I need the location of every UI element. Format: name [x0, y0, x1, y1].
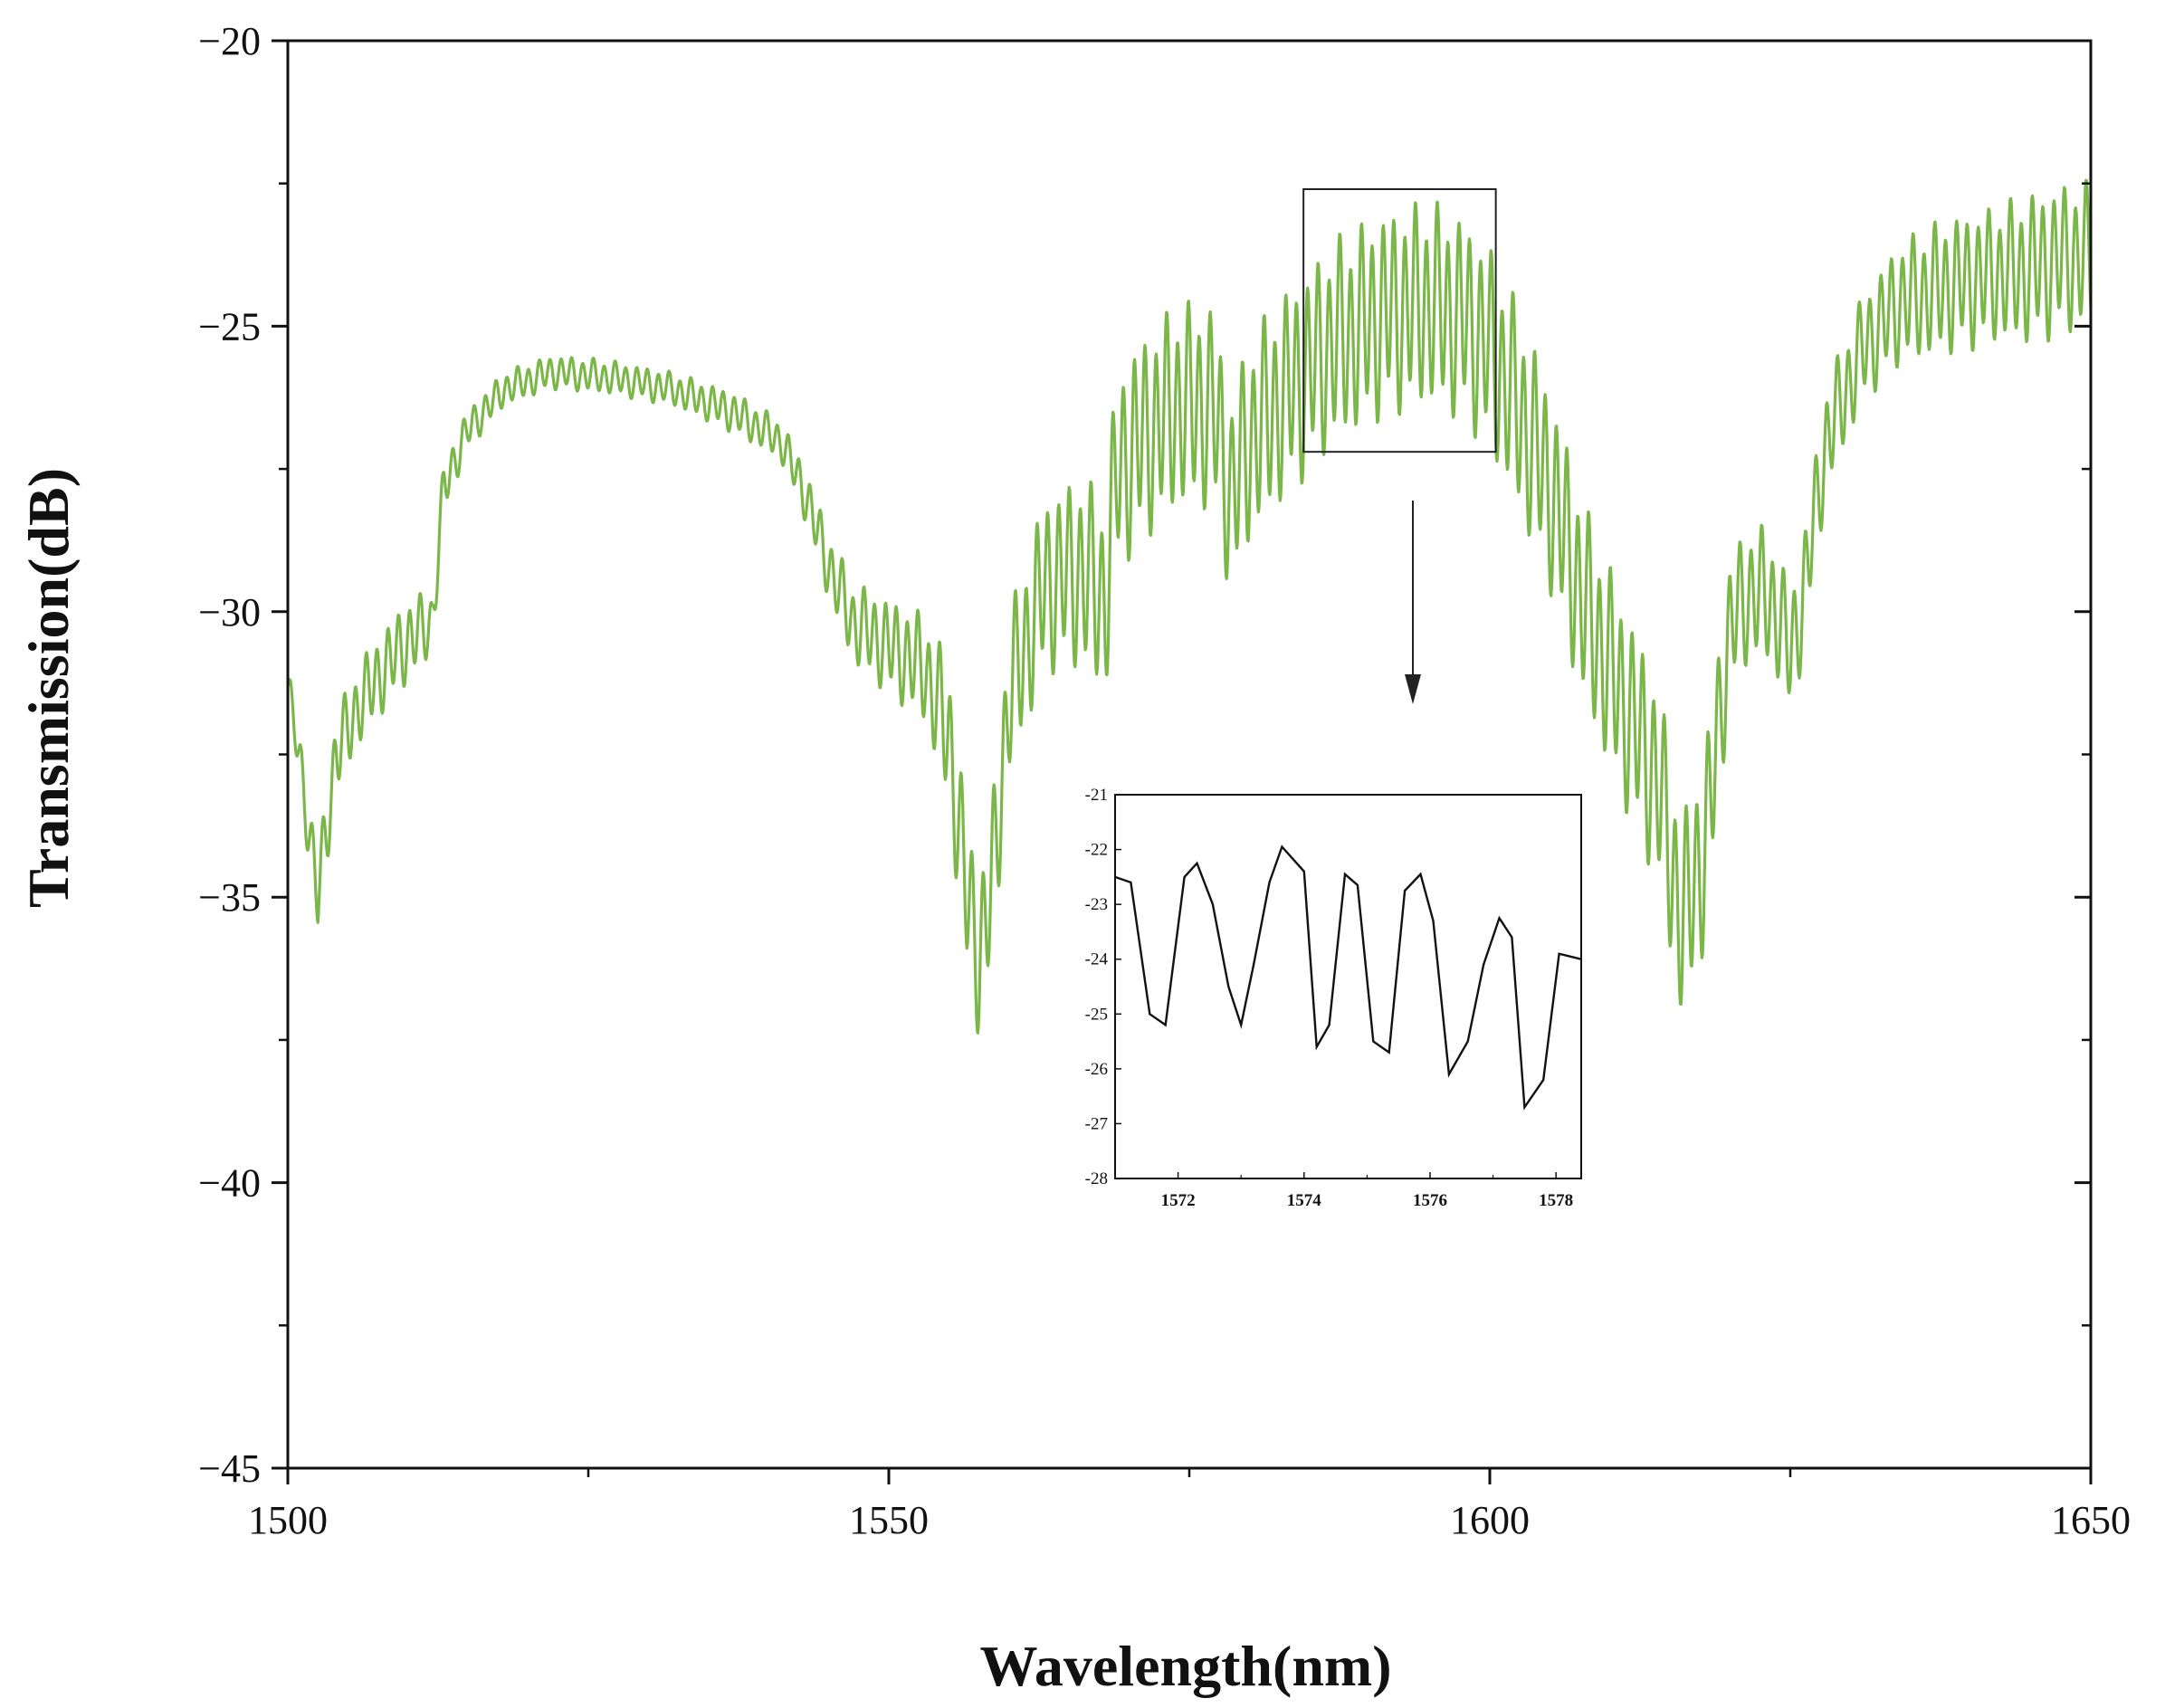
x-tick-label: 1500: [248, 1498, 328, 1542]
inset-frame: [1114, 794, 1582, 1179]
y-tick-label: −30: [198, 590, 261, 635]
inset-x-tick-label: 1574: [1287, 1191, 1322, 1210]
inset-series-line: [1114, 844, 1582, 1111]
inset-y-tick-label: -25: [1085, 1005, 1108, 1024]
inset-y-tick-label: -21: [1085, 786, 1108, 805]
y-tick-label: −25: [198, 304, 261, 348]
transmission-series-line: [286, 178, 2093, 1035]
inset-y-tick-label: -23: [1085, 895, 1108, 914]
y-tick-label: −40: [198, 1161, 261, 1206]
inset-y-tick-label: -24: [1085, 950, 1109, 969]
inset-y-tick-label: -27: [1085, 1114, 1108, 1133]
inset-plot: -21 -22 -23 -24 -25 -26 -27 -28 1572 1574 1576 1578: [1085, 786, 1582, 1210]
y-tick-label: −45: [198, 1446, 261, 1491]
x-tick-label: 1650: [2051, 1498, 2131, 1542]
x-tick-label: 1550: [849, 1498, 929, 1542]
y-tick-label: −35: [198, 875, 261, 920]
y-tick-label: −20: [198, 19, 261, 63]
main-plot: −20 −25 −30 −35 −40 −45 1500 1550 1600 1650: [198, 19, 2131, 1542]
inset-y-tick-label: -28: [1085, 1169, 1108, 1188]
inset-y-tick-label: -22: [1085, 841, 1108, 860]
inset-x-tick-label: 1578: [1539, 1191, 1573, 1210]
inset-x-tick-label: 1576: [1413, 1191, 1447, 1210]
inset-x-tick-label: 1572: [1161, 1191, 1196, 1210]
zoom-highlight-box: [1302, 188, 1497, 453]
x-axis-title: Wavelength(nm): [979, 1634, 1391, 1698]
y-axis-title: Transmission(dB): [16, 468, 81, 908]
inset-y-tick-label: -26: [1085, 1060, 1108, 1079]
zoom-arrow-head: [1405, 674, 1421, 704]
x-tick-label: 1600: [1450, 1498, 1530, 1542]
